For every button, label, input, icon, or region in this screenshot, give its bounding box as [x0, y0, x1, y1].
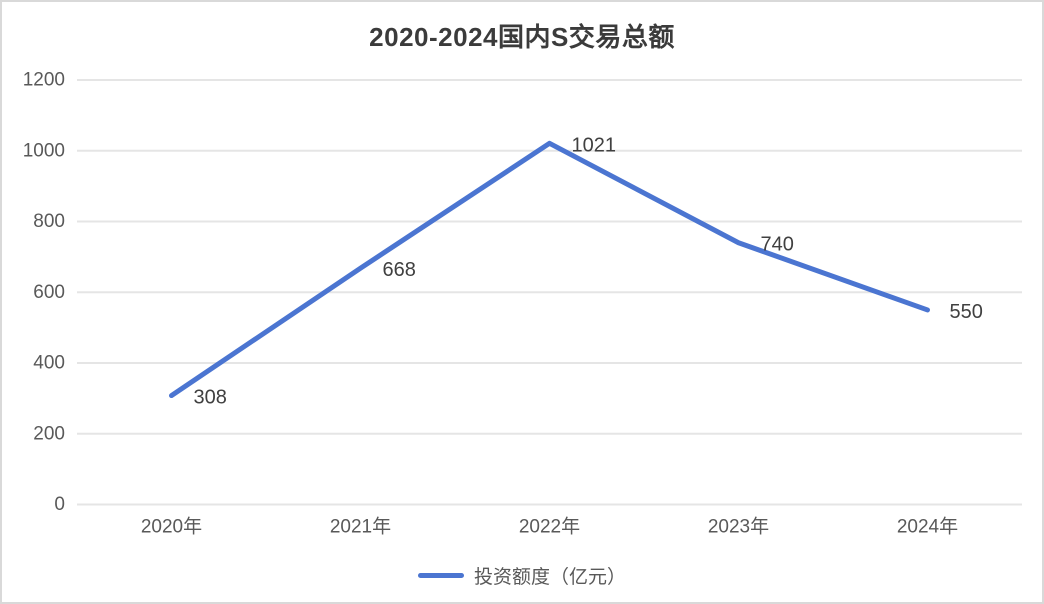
y-axis-tick-label: 0: [54, 494, 65, 515]
legend[interactable]: 投资额度（亿元）: [2, 562, 1042, 589]
data-point-label: 668: [383, 259, 416, 281]
data-point-label: 550: [950, 301, 983, 323]
y-axis-tick-label: 600: [33, 282, 65, 303]
y-axis-tick-label: 200: [33, 423, 65, 444]
x-axis-tick-label: 2021年: [330, 516, 391, 538]
y-axis-tick-label: 800: [33, 211, 65, 232]
y-axis-tick-label: 1200: [23, 70, 65, 91]
legend-line-swatch: [417, 573, 464, 578]
series-line: [169, 140, 930, 399]
x-axis-tick-label: 2020年: [141, 516, 202, 538]
legend-series-label: 投资额度（亿元）: [473, 567, 626, 588]
x-axis-tick-label: 2022年: [519, 516, 580, 538]
data-point-label: 740: [761, 234, 794, 256]
x-axis-tick-label: 2023年: [708, 516, 769, 538]
data-point-label: 308: [194, 387, 227, 409]
y-axis-tick-label: 400: [33, 353, 65, 374]
y-axis-tick-label: 1000: [23, 140, 65, 161]
x-axis-tick-label: 2024年: [897, 516, 958, 538]
data-point-label: 1021: [572, 134, 617, 156]
